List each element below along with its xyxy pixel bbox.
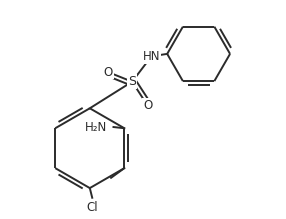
Text: S: S (128, 75, 136, 88)
Text: HN: HN (143, 50, 160, 63)
Text: Cl: Cl (86, 201, 98, 214)
Text: O: O (103, 65, 113, 79)
Text: O: O (143, 99, 152, 112)
Text: H₂N: H₂N (85, 120, 108, 134)
